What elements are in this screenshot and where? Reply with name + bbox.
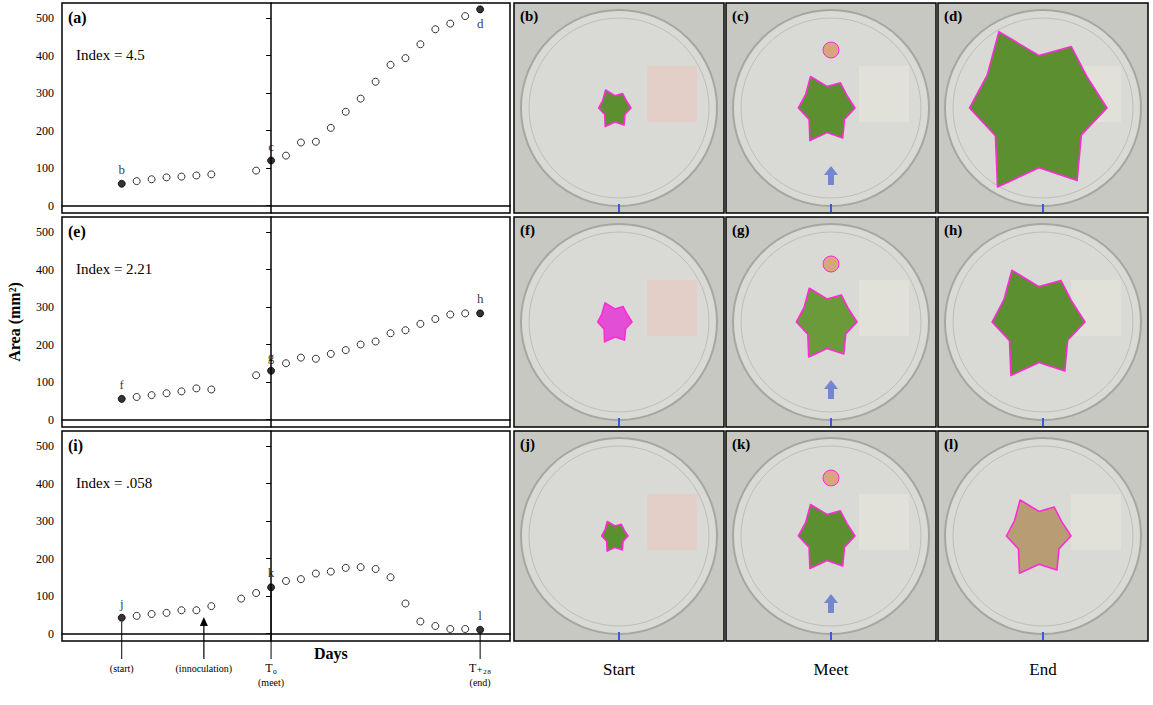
svg-text:(i): (i) — [68, 437, 83, 455]
svg-text:(c): (c) — [732, 8, 749, 25]
svg-text:0: 0 — [48, 199, 54, 213]
svg-text:(a): (a) — [68, 9, 87, 27]
svg-text:Index = 4.5: Index = 4.5 — [76, 47, 145, 63]
svg-text:Start: Start — [603, 660, 635, 679]
svg-text:T₊₂₈: T₊₂₈ — [469, 661, 491, 675]
svg-text:200: 200 — [36, 124, 54, 138]
svg-text:400: 400 — [36, 263, 54, 277]
svg-text:Index = 2.21: Index = 2.21 — [76, 261, 152, 277]
svg-text:400: 400 — [36, 49, 54, 63]
svg-text:200: 200 — [36, 338, 54, 352]
svg-text:0: 0 — [48, 413, 54, 427]
svg-text:(end): (end) — [470, 677, 491, 689]
svg-text:b: b — [118, 162, 125, 177]
svg-text:(k): (k) — [732, 436, 750, 453]
svg-text:(h): (h) — [944, 222, 962, 239]
svg-text:d: d — [477, 16, 484, 31]
svg-text:f: f — [120, 377, 125, 392]
svg-text:T₀: T₀ — [265, 661, 277, 675]
svg-text:(j): (j) — [520, 436, 535, 453]
svg-text:(b): (b) — [520, 8, 538, 25]
svg-text:l: l — [478, 608, 482, 623]
svg-text:(f): (f) — [520, 222, 535, 239]
svg-text:(e): (e) — [68, 223, 86, 241]
svg-text:(l): (l) — [944, 436, 958, 453]
svg-text:(d): (d) — [944, 8, 962, 25]
svg-text:100: 100 — [36, 161, 54, 175]
svg-text:(meet): (meet) — [258, 677, 284, 689]
svg-text:300: 300 — [36, 514, 54, 528]
svg-text:500: 500 — [36, 11, 54, 25]
svg-text:Meet: Meet — [814, 660, 849, 679]
svg-text:Area (mm²): Area (mm²) — [6, 282, 24, 362]
svg-text:g: g — [268, 349, 275, 364]
svg-text:100: 100 — [36, 375, 54, 389]
svg-text:(start): (start) — [110, 663, 134, 675]
svg-text:(innoculation): (innoculation) — [176, 663, 233, 675]
svg-text:k: k — [268, 565, 275, 580]
svg-text:Days: Days — [314, 645, 348, 663]
svg-text:Index = .058: Index = .058 — [76, 475, 152, 491]
svg-text:400: 400 — [36, 477, 54, 491]
svg-text:(g): (g) — [732, 222, 750, 239]
svg-text:300: 300 — [36, 86, 54, 100]
svg-text:100: 100 — [36, 589, 54, 603]
svg-text:End: End — [1029, 660, 1057, 679]
svg-text:h: h — [477, 291, 484, 306]
svg-text:500: 500 — [36, 225, 54, 239]
svg-text:c: c — [268, 139, 274, 154]
svg-text:500: 500 — [36, 439, 54, 453]
svg-text:200: 200 — [36, 552, 54, 566]
svg-text:j: j — [119, 596, 124, 611]
svg-text:0: 0 — [48, 627, 54, 641]
svg-text:300: 300 — [36, 300, 54, 314]
